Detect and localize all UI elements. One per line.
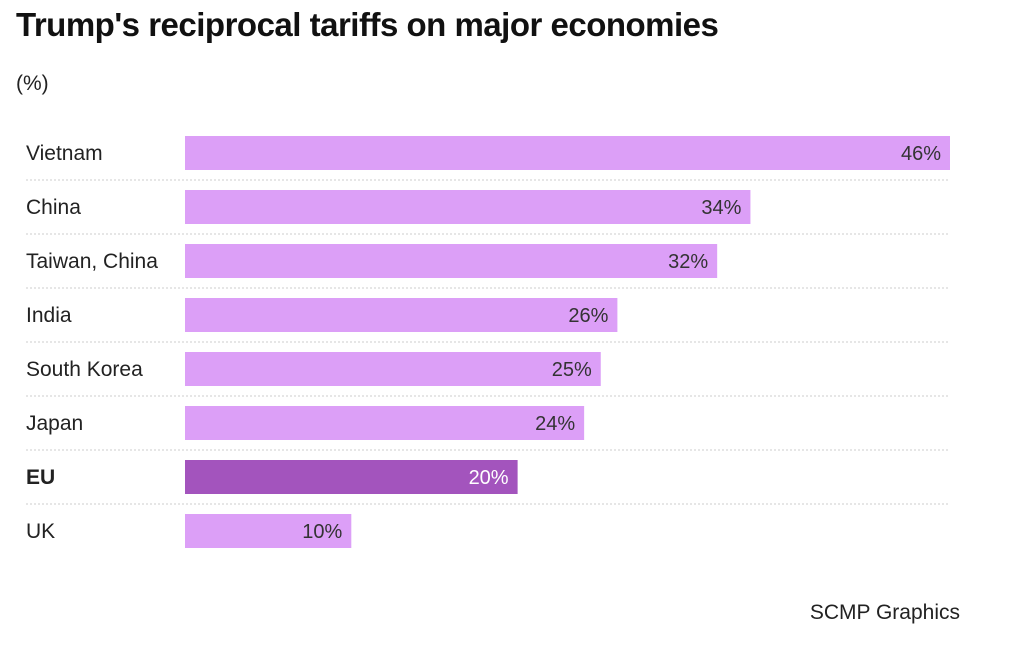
- category-label: India: [26, 304, 72, 327]
- value-label: 32%: [668, 251, 708, 273]
- value-label: 46%: [901, 143, 941, 165]
- bar-south-korea: [185, 352, 601, 386]
- bar-vietnam: [185, 136, 950, 170]
- category-label: EU: [26, 466, 55, 489]
- category-label: UK: [26, 520, 55, 543]
- category-label: China: [26, 196, 81, 219]
- bar-india: [185, 298, 618, 332]
- source-credit: SCMP Graphics: [809, 601, 960, 624]
- value-label: 25%: [552, 359, 592, 381]
- category-label: Vietnam: [26, 142, 103, 165]
- value-label: 34%: [701, 197, 741, 219]
- chart-title: Trump's reciprocal tariffs on major econ…: [16, 6, 719, 43]
- bar-eu: [185, 460, 518, 494]
- category-label: Japan: [26, 412, 83, 435]
- value-label: 20%: [469, 467, 509, 489]
- value-label: 24%: [535, 413, 575, 435]
- category-label: Taiwan, China: [26, 250, 158, 273]
- category-label: South Korea: [26, 358, 143, 381]
- bar-uk: [185, 514, 352, 548]
- bar-china: [185, 190, 751, 224]
- value-label: 10%: [302, 521, 342, 543]
- chart-subtitle: (%): [16, 72, 49, 95]
- bar-japan: [185, 406, 585, 440]
- bar-taiwan-china: [185, 244, 718, 278]
- value-label: 26%: [568, 305, 608, 327]
